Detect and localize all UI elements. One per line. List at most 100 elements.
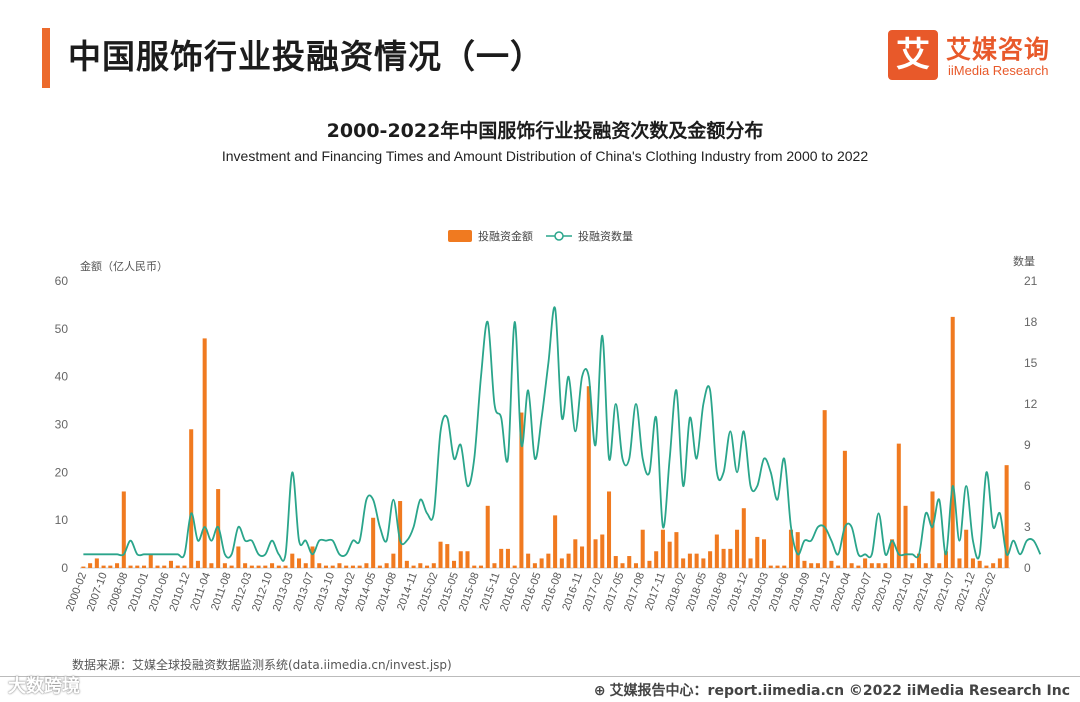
y-right-tick-label: 12: [1024, 397, 1038, 411]
amount-bar: [485, 505, 490, 568]
amount-bar: [802, 560, 807, 568]
logo-text-en: iiMedia Research: [948, 63, 1049, 78]
legend-line-marker: [554, 231, 564, 241]
amount-bar: [195, 560, 200, 568]
amount-bar: [310, 546, 315, 568]
amount-bar: [128, 565, 133, 568]
amount-bar: [344, 565, 349, 568]
amount-bar: [236, 546, 241, 568]
amount-bar: [553, 515, 558, 568]
y-left-tick-label: 30: [55, 418, 69, 432]
amount-bar: [519, 412, 524, 568]
amount-bar: [371, 517, 376, 568]
amount-bar: [654, 551, 659, 568]
y-right-tick-label: 9: [1024, 438, 1031, 452]
y-left-tick-label: 50: [55, 322, 69, 336]
amount-bar: [917, 553, 922, 568]
amount-bar: [681, 558, 686, 568]
amount-bar: [438, 541, 443, 568]
y-left-tick-label: 60: [55, 274, 69, 288]
amount-bar: [883, 563, 888, 568]
amount-bar: [189, 429, 194, 568]
amount-bar: [458, 551, 463, 568]
amount-bar: [384, 563, 389, 568]
amount-bar: [452, 560, 457, 568]
amount-bar: [822, 410, 827, 568]
amount-bar: [243, 563, 248, 568]
amount-bar: [222, 563, 227, 568]
amount-bar: [964, 529, 969, 568]
amount-bar: [950, 316, 955, 569]
amount-bar: [88, 563, 93, 568]
amount-bar: [317, 563, 322, 568]
amount-bar: [431, 563, 436, 568]
amount-bar: [775, 565, 780, 568]
amount-bar: [148, 553, 153, 568]
amount-bar: [472, 565, 477, 568]
amount-bar: [741, 508, 746, 568]
amount-bar: [748, 558, 753, 568]
amount-bar: [809, 563, 814, 568]
amount-bar: [849, 563, 854, 568]
legend-line-label: 投融资数量: [578, 229, 633, 243]
amount-bar: [795, 532, 800, 569]
amount-bar: [108, 565, 113, 568]
amount-bar: [869, 563, 874, 568]
amount-bar: [836, 565, 841, 568]
y-right-axis-title: 数量: [1013, 255, 1035, 268]
amount-bar: [546, 553, 551, 568]
y-left-tick-label: 20: [55, 465, 69, 479]
amount-bar: [633, 563, 638, 568]
amount-bar: [586, 386, 591, 568]
amount-bar: [559, 558, 564, 568]
y-right-tick-label: 18: [1024, 315, 1038, 329]
iimedia-logo: 艾 艾媒咨询 iiMedia Research: [888, 30, 1068, 82]
amount-bar: [721, 548, 726, 568]
amount-bar: [627, 556, 632, 568]
y-right-tick-label: 0: [1024, 561, 1031, 575]
amount-bar: [728, 548, 733, 568]
amount-bar: [613, 556, 618, 568]
data-source-note: 数据来源：艾媒全球投融资数据监测系统(data.iimedia.cn/inves…: [72, 658, 452, 672]
y-right-tick-label: 15: [1024, 356, 1038, 370]
amount-bar: [478, 565, 483, 568]
amount-bar: [350, 565, 355, 568]
amount-bar: [856, 565, 861, 568]
y-right-tick-label: 3: [1024, 520, 1031, 534]
amount-bar: [162, 565, 167, 568]
amount-bar: [762, 539, 767, 568]
amount-bar: [505, 548, 510, 568]
x-tick-label: 2022-02: [973, 571, 998, 613]
amount-bar: [121, 491, 126, 568]
count-line: [83, 306, 1042, 562]
amount-bar: [418, 563, 423, 568]
amount-bar: [512, 565, 517, 568]
page-title: 中国服饰行业投融资情况（一）: [68, 37, 544, 76]
title-accent-bar: [42, 28, 50, 88]
y-left-tick-label: 0: [61, 561, 68, 575]
amount-bar: [202, 338, 207, 568]
amount-bar: [377, 565, 382, 568]
amount-bar: [876, 563, 881, 568]
amount-bar: [970, 558, 975, 568]
y-left-axis-title: 金额（亿人民币）: [80, 259, 168, 273]
amount-bar: [997, 558, 1002, 568]
amount-bar: [81, 566, 86, 568]
footer-text: 艾媒报告中心：report.iimedia.cn ©2022 iiMedia R…: [609, 683, 1070, 699]
amount-bar: [863, 558, 868, 568]
globe-icon: ⊕: [593, 683, 606, 699]
amount-bar: [708, 551, 713, 568]
amount-bar: [580, 546, 585, 568]
amount-bar: [263, 565, 268, 568]
amount-bar: [735, 529, 740, 568]
amount-bar: [323, 565, 328, 568]
amount-bar: [364, 563, 369, 568]
amount-bar: [660, 529, 665, 568]
amount-bar: [168, 560, 173, 568]
amount-bar: [701, 558, 706, 568]
amount-bar: [694, 553, 699, 568]
amount-bar: [977, 560, 982, 568]
amount-bar: [209, 563, 214, 568]
amount-bar: [600, 534, 605, 568]
y-right-tick-label: 6: [1024, 479, 1031, 493]
